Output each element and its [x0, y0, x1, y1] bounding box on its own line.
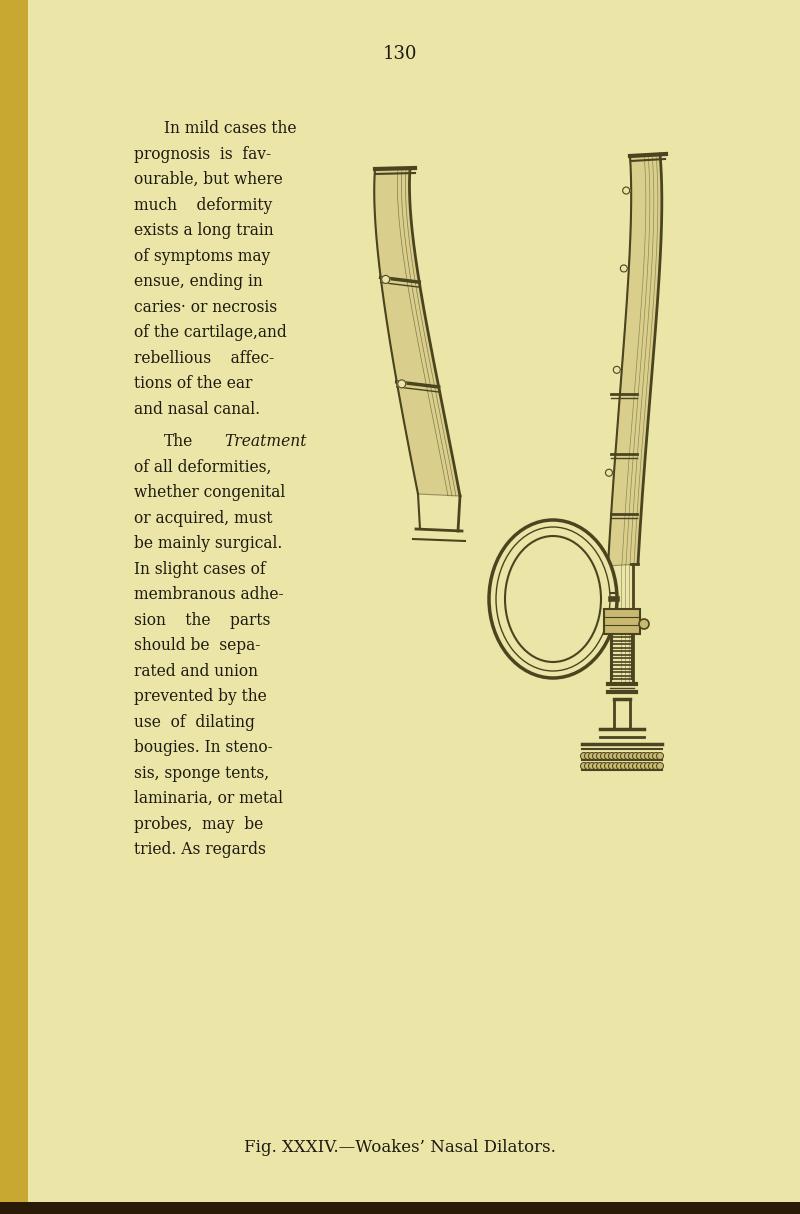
Text: and nasal canal.: and nasal canal.	[134, 401, 260, 418]
Circle shape	[657, 753, 663, 760]
Text: prevented by the: prevented by the	[134, 688, 266, 705]
Circle shape	[601, 762, 607, 770]
Circle shape	[649, 762, 655, 770]
Circle shape	[581, 762, 587, 770]
Text: membranous adhe-: membranous adhe-	[134, 586, 283, 603]
Circle shape	[614, 367, 620, 374]
Circle shape	[629, 762, 635, 770]
Circle shape	[593, 762, 599, 770]
Text: should be  sepa-: should be sepa-	[134, 637, 260, 654]
Text: much    deformity: much deformity	[134, 197, 272, 214]
Text: ensue, ending in: ensue, ending in	[134, 273, 262, 290]
Circle shape	[601, 753, 607, 760]
Bar	[0, 1202, 800, 1214]
Circle shape	[637, 762, 643, 770]
Text: ourable, but where: ourable, but where	[134, 171, 282, 188]
Circle shape	[597, 753, 603, 760]
Text: The: The	[164, 433, 194, 450]
Circle shape	[645, 753, 651, 760]
Text: exists a long train: exists a long train	[134, 222, 274, 239]
Text: caries· or necrosis: caries· or necrosis	[134, 299, 277, 316]
Circle shape	[617, 753, 623, 760]
Text: 130: 130	[382, 45, 418, 63]
Text: rebellious    affec-: rebellious affec-	[134, 350, 274, 367]
Text: of all deformities,: of all deformities,	[134, 459, 271, 476]
Circle shape	[581, 753, 587, 760]
Circle shape	[653, 753, 659, 760]
Circle shape	[589, 753, 595, 760]
Circle shape	[613, 753, 619, 760]
Text: of symptoms may: of symptoms may	[134, 248, 270, 265]
Text: tions of the ear: tions of the ear	[134, 375, 252, 392]
Circle shape	[653, 762, 659, 770]
Circle shape	[633, 753, 639, 760]
Circle shape	[641, 762, 647, 770]
Circle shape	[398, 380, 406, 387]
Circle shape	[609, 762, 615, 770]
Circle shape	[625, 762, 631, 770]
Text: bougies. In steno-: bougies. In steno-	[134, 739, 272, 756]
Circle shape	[613, 762, 619, 770]
Text: be mainly surgical.: be mainly surgical.	[134, 535, 282, 552]
Bar	[604, 609, 640, 634]
Text: sion    the    parts: sion the parts	[134, 612, 270, 629]
Circle shape	[621, 753, 627, 760]
Circle shape	[621, 762, 627, 770]
Circle shape	[641, 753, 647, 760]
Text: Treatment: Treatment	[224, 433, 306, 450]
Circle shape	[597, 762, 603, 770]
Ellipse shape	[489, 520, 617, 677]
Circle shape	[637, 753, 643, 760]
Circle shape	[620, 265, 627, 272]
Text: In mild cases the: In mild cases the	[164, 120, 297, 137]
Text: sis, sponge tents,: sis, sponge tents,	[134, 765, 269, 782]
Circle shape	[645, 762, 651, 770]
Polygon shape	[608, 154, 662, 566]
Circle shape	[585, 753, 591, 760]
Text: rated and union: rated and union	[134, 663, 258, 680]
Circle shape	[585, 762, 591, 770]
Circle shape	[382, 276, 390, 283]
Bar	[0, 0, 28, 1214]
Ellipse shape	[505, 537, 601, 662]
Circle shape	[593, 753, 599, 760]
Text: probes,  may  be: probes, may be	[134, 816, 263, 833]
Circle shape	[605, 753, 611, 760]
Circle shape	[622, 187, 630, 194]
Circle shape	[629, 753, 635, 760]
Text: whether congenital: whether congenital	[134, 484, 285, 501]
Circle shape	[633, 762, 639, 770]
Circle shape	[609, 753, 615, 760]
Circle shape	[606, 470, 613, 476]
Circle shape	[649, 753, 655, 760]
Circle shape	[625, 753, 631, 760]
Polygon shape	[374, 169, 460, 497]
Text: tried. As regards: tried. As regards	[134, 841, 266, 858]
Text: of the cartilage,and: of the cartilage,and	[134, 324, 286, 341]
Text: In slight cases of: In slight cases of	[134, 561, 266, 578]
Circle shape	[639, 619, 649, 629]
Text: laminaria, or metal: laminaria, or metal	[134, 790, 282, 807]
Text: Fig. XXXIV.—Woakes’ Nasal Dilators.: Fig. XXXIV.—Woakes’ Nasal Dilators.	[244, 1139, 556, 1156]
Text: prognosis  is  fav-: prognosis is fav-	[134, 146, 270, 163]
Circle shape	[617, 762, 623, 770]
Circle shape	[657, 762, 663, 770]
Text: use  of  dilating: use of dilating	[134, 714, 254, 731]
Circle shape	[589, 762, 595, 770]
Text: or acquired, must: or acquired, must	[134, 510, 272, 527]
Circle shape	[605, 762, 611, 770]
